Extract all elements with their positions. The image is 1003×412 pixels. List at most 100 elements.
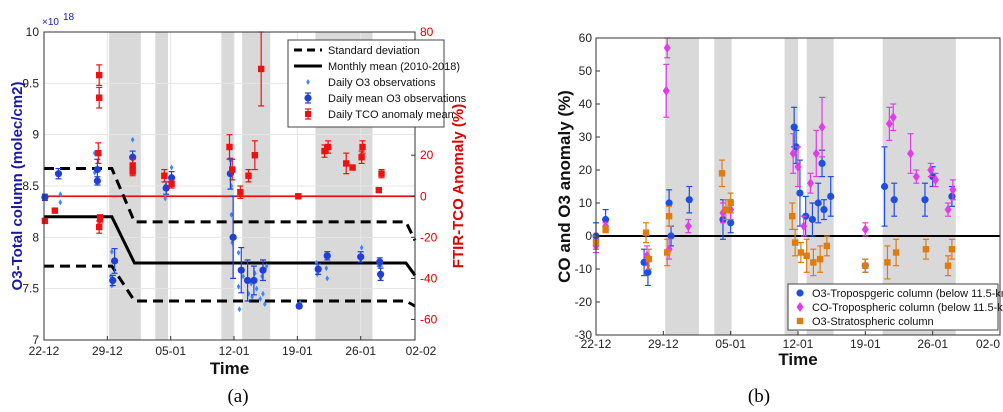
tco-anomaly-point — [96, 215, 104, 223]
daily-o3-observation-point — [163, 195, 168, 202]
daily-o3-observation-point — [237, 306, 242, 313]
co-tropospheric-point — [932, 174, 940, 185]
tco-anomaly-point — [95, 149, 102, 157]
y-tick-label-a: 7.5 — [22, 282, 39, 296]
tco-anomaly-point — [95, 223, 103, 231]
tco-anomaly-point — [161, 172, 168, 179]
legend-entry-b: CO-Tropospheric column (below 11.5-km) — [812, 302, 1003, 314]
co-tropospheric-point — [789, 148, 797, 159]
o3-stratospheric-point — [718, 170, 726, 177]
y-tick-label-a: 10 — [26, 25, 40, 39]
x-tick-label-a: 29-12 — [92, 344, 123, 358]
std-lower-line — [44, 264, 416, 308]
tco-anomaly-point — [358, 154, 365, 161]
daily-mean-o3-point — [162, 184, 170, 192]
tco-anomaly-point — [251, 152, 259, 159]
legend-swatch-daily-obs — [306, 79, 310, 85]
o3-tropospheric-point — [890, 196, 898, 204]
x-axis-label-a: Time — [210, 359, 249, 378]
x-tick-label-b: 12-01 — [783, 337, 814, 351]
o3-stratospheric-point — [602, 226, 609, 233]
y-tick-label-a: 7 — [32, 333, 39, 347]
tco-anomaly-point — [95, 94, 103, 101]
tco-anomaly-point — [245, 172, 252, 179]
y-exponent-power-a: 18 — [63, 12, 75, 23]
legend-entry-a: Monthly mean (2010-2018) — [328, 61, 460, 73]
daily-o3-observation-point — [241, 273, 245, 280]
legend-swatch-b — [796, 289, 804, 297]
tco-anomaly-point — [229, 166, 236, 173]
legend-swatch-b — [796, 317, 804, 325]
tco-anomaly-point — [95, 71, 103, 79]
monthly-mean-line — [44, 215, 417, 277]
daily-o3-observation-point — [110, 248, 114, 255]
daily-o3-observation-point — [359, 244, 364, 251]
o3-tropospheric-point — [880, 182, 889, 191]
legend-swatch-tco — [305, 111, 311, 117]
x-tick-label-a: 26-01 — [345, 344, 376, 358]
daily-mean-o3-point — [243, 276, 252, 285]
daily-o3-observation-point — [169, 164, 174, 171]
tco-anomaly-point — [129, 168, 136, 175]
x-tick-label-a: 02-02 — [406, 344, 437, 358]
y-right-tick-label-a: -60 — [420, 312, 438, 326]
o3-tropospheric-point — [827, 192, 835, 200]
daily-o3-observation-point — [325, 275, 330, 282]
y-tick-label-a: 9 — [32, 128, 39, 142]
y-right-tick-label-a: -40 — [420, 271, 438, 285]
o3-stratospheric-point — [892, 249, 900, 256]
daily-mean-o3-point — [109, 276, 117, 285]
panel-b-label: (b) — [748, 386, 770, 407]
y-tick-label-b: -20 — [575, 295, 593, 309]
tco-anomaly-point — [51, 207, 59, 214]
o3-tropospheric-point — [820, 206, 828, 214]
daily-mean-o3-point — [259, 266, 267, 274]
daily-mean-o3-point — [376, 258, 384, 266]
o3-stratospheric-point — [862, 262, 869, 269]
x-tick-label-a: 19-01 — [282, 344, 313, 358]
o3-stratospheric-point — [922, 246, 930, 253]
daily-mean-o3-point — [377, 270, 385, 278]
o3-stratospheric-point — [645, 255, 653, 263]
daily-mean-o3-point — [229, 233, 237, 241]
o3-stratospheric-point — [722, 206, 730, 213]
y-exponent-label-a: ×10 — [42, 17, 59, 28]
legend-box-b — [787, 283, 999, 331]
tco-anomaly-point — [324, 143, 332, 151]
x-tick-label-b: 19-01 — [850, 337, 881, 351]
daily-mean-o3-point — [93, 177, 101, 185]
daily-mean-o3-point — [237, 266, 245, 274]
tco-anomaly-point — [237, 188, 244, 196]
shaded-band-b — [665, 38, 699, 335]
daily-mean-o3-point — [250, 276, 258, 285]
o3-tropospheric-point — [685, 196, 693, 204]
legend-entry-b: O3-Stratospheric column — [812, 316, 934, 328]
y-tick-label-b: 10 — [579, 196, 593, 210]
daily-mean-o3-point — [323, 252, 331, 260]
o3-tropospheric-point — [790, 123, 798, 131]
co-tropospheric-point — [889, 112, 897, 123]
y-tick-label-b: 60 — [579, 31, 593, 45]
legend-entry-a: Daily mean O3 observations — [328, 93, 467, 105]
o3-tropospheric-point — [814, 199, 822, 207]
x-tick-label-b: 05-01 — [715, 337, 746, 351]
daily-o3-observation-point — [229, 211, 234, 218]
y-axis-label-a: O3-Total column (molec/cm2) — [9, 82, 26, 291]
x-tick-label-a: 05-01 — [155, 344, 186, 358]
std-upper-line — [44, 167, 417, 242]
x-tick-label-a: 22-12 — [29, 344, 60, 358]
daily-o3-observation-point — [258, 295, 263, 302]
daily-o3-observation-point — [236, 249, 241, 256]
o3-stratospheric-point — [823, 242, 831, 250]
tco-anomaly-point — [343, 160, 350, 167]
daily-mean-o3-point — [54, 170, 63, 178]
x-tick-label-b: 02-0 — [976, 337, 1000, 351]
legend-entry-b: O3-Tropospgeric column (below 11.5-km) — [812, 288, 1003, 300]
co-tropospheric-point — [662, 85, 670, 96]
y-right-tick-label-a: 20 — [420, 148, 434, 162]
y-tick-label-a: 9.5 — [22, 76, 39, 90]
y-axis-label-b: CO and O3 anomaly (%) — [555, 90, 574, 283]
tco-anomaly-point — [295, 193, 302, 200]
daily-mean-o3-point — [93, 165, 101, 174]
daily-o3-observation-point — [58, 191, 63, 198]
